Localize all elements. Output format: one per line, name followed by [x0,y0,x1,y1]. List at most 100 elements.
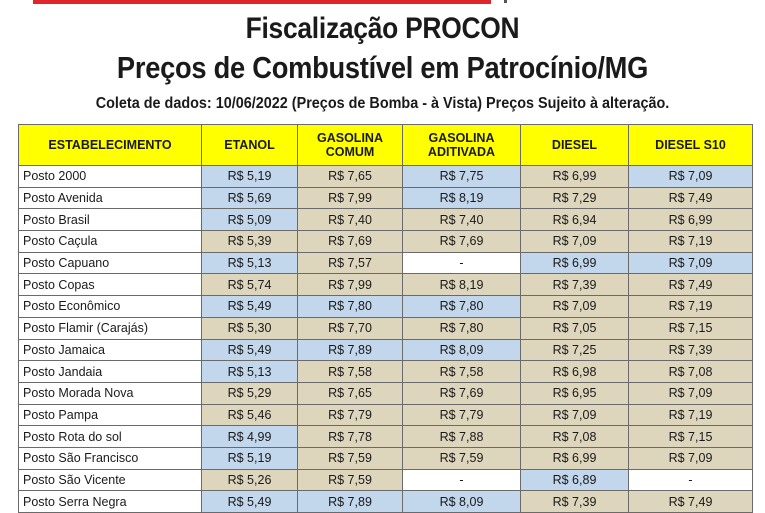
establishment-name: Posto Flamir (Carajás) [18,316,202,340]
top-accent-bar [33,0,491,4]
price-cell-diesel: R$ 7,09 [520,295,629,318]
establishment-name: Posto Serra Negra [18,490,202,513]
table-body: Posto 2000 R$ 5,19 R$ 7,65 R$ 7,75 R$ 6,99 R$… [18,165,753,513]
col-header-gasolina-aditivada-l1: GASOLINA [428,131,495,145]
price-cell-gasolina-aditivada: R$ 7,40 [402,208,521,232]
price-cell-gasolina-comum: R$ 7,89 [297,338,403,362]
establishment-name: Posto São Francisco [18,446,202,470]
price-cell-diesel-s10: R$ 7,19 [628,295,753,318]
price-cell-gasolina-comum: R$ 7,80 [297,295,403,318]
price-cell-etanol: R$ 5,13 [201,360,298,383]
price-cell-gasolina-comum: R$ 7,79 [297,403,403,427]
table-row: Posto 2000 R$ 5,19 R$ 7,65 R$ 7,75 R$ 6,99 R$… [18,165,753,188]
table-row: Posto Copas R$ 5,74 R$ 7,99 R$ 8,19 R$ 7,39 R… [18,273,753,297]
price-cell-diesel-s10: R$ 7,15 [628,425,753,448]
price-cell-diesel-s10: R$ 7,09 [628,446,753,470]
price-cell-gasolina-comum: R$ 7,65 [297,381,403,405]
table-row: Posto Jandaia R$ 5,13 R$ 7,58 R$ 7,58 R$ 6,9… [18,360,753,383]
price-cell-etanol: R$ 5,09 [201,208,298,232]
price-cell-diesel: R$ 7,25 [520,338,629,362]
price-cell-diesel: R$ 7,08 [520,425,629,448]
price-cell-gasolina-comum: R$ 7,65 [297,165,403,188]
price-cell-diesel: R$ 6,98 [520,360,629,383]
price-cell-diesel-s10: R$ 7,09 [628,251,753,275]
price-cell-diesel: R$ 7,09 [520,403,629,427]
price-cell-gasolina-aditivada: - [402,251,521,275]
price-cell-gasolina-aditivada: R$ 8,09 [402,338,521,362]
price-cell-diesel-s10: R$ 7,19 [628,230,753,253]
price-cell-etanol: R$ 5,46 [201,403,298,427]
establishment-name: Posto Caçula [18,230,202,253]
price-cell-gasolina-comum: R$ 7,57 [297,251,403,275]
price-cell-diesel-s10: R$ 7,09 [628,381,753,405]
price-cell-gasolina-comum: R$ 7,99 [297,273,403,297]
price-cell-etanol: R$ 5,13 [201,251,298,275]
col-header-establishment: ESTABELECIMENTO [18,124,202,166]
col-header-gasolina-comum-l1: GASOLINA [317,131,383,145]
price-cell-etanol: R$ 5,74 [201,273,298,297]
price-cell-diesel: R$ 6,94 [520,208,629,232]
table-row: Posto Rota do sol R$ 4,99 R$ 7,78 R$ 7,88 R$… [18,425,753,448]
table-row: Posto Morada Nova R$ 5,29 R$ 7,65 R$ 7,69 R$… [18,381,753,405]
price-cell-diesel-s10: R$ 6,99 [628,208,753,232]
price-cell-etanol: R$ 5,49 [201,338,298,362]
establishment-name: Posto 2000 [18,165,202,188]
col-header-gasolina-aditivada: GASOLINA ADITIVADA [402,124,521,166]
price-cell-gasolina-comum: R$ 7,70 [297,316,403,340]
col-header-diesel: DIESEL [520,124,629,166]
table-row: Posto São Francisco R$ 5,19 R$ 7,59 R$ 7,59… [18,446,753,470]
page-title: Fiscalização PROCON [245,12,520,45]
table-row: Posto Pampa R$ 5,46 R$ 7,79 R$ 7,79 R$ 7,09 R… [18,403,753,427]
price-cell-gasolina-comum: R$ 7,89 [297,490,403,513]
table-row: Posto Econômico R$ 5,49 R$ 7,80 R$ 7,80 R$ 7… [18,295,753,318]
table-header-row: ESTABELECIMENTO ETANOL GASOLINA COMUM GAS… [18,124,753,166]
price-cell-gasolina-aditivada: R$ 7,59 [402,446,521,470]
table-row: Posto Caçula R$ 5,39 R$ 7,69 R$ 7,69 R$ 7,09… [18,230,753,253]
price-cell-gasolina-aditivada: R$ 7,80 [402,295,521,318]
col-header-gasolina-comum: GASOLINA COMUM [297,124,403,166]
col-header-etanol: ETANOL [201,124,298,166]
price-cell-gasolina-aditivada: R$ 7,58 [402,360,521,383]
price-cell-gasolina-comum: R$ 7,69 [297,230,403,253]
price-cell-diesel-s10: R$ 7,49 [628,490,753,513]
price-cell-etanol: R$ 5,49 [201,295,298,318]
price-cell-etanol: R$ 5,26 [201,468,298,492]
establishment-name: Posto Jamaica [18,338,202,362]
price-cell-gasolina-aditivada: R$ 7,69 [402,230,521,253]
price-cell-etanol: R$ 5,29 [201,381,298,405]
price-cell-diesel-s10: R$ 7,39 [628,338,753,362]
establishment-name: Posto Rota do sol [18,425,202,448]
price-cell-etanol: R$ 5,39 [201,230,298,253]
price-cell-gasolina-aditivada: R$ 8,09 [402,490,521,513]
col-header-gasolina-comum-l2: COMUM [325,145,375,159]
table-row: Posto Capuano R$ 5,13 R$ 7,57- R$ 6,99 R$ 7,… [18,251,753,275]
price-cell-gasolina-aditivada: R$ 7,69 [402,381,521,405]
price-cell-etanol: R$ 5,30 [201,316,298,340]
price-cell-gasolina-aditivada: R$ 7,80 [402,316,521,340]
table-row: Posto Avenida R$ 5,69 R$ 7,99 R$ 8,19 R$ 7,2… [18,186,753,210]
price-cell-gasolina-comum: R$ 7,59 [297,446,403,470]
col-header-diesel-s10: DIESEL S10 [628,124,753,166]
price-cell-diesel: R$ 6,99 [520,446,629,470]
price-cell-diesel: R$ 6,99 [520,251,629,275]
price-cell-diesel-s10: R$ 7,09 [628,165,753,188]
establishment-name: Posto Copas [18,273,202,297]
establishment-name: Posto Morada Nova [18,381,202,405]
price-cell-gasolina-aditivada: R$ 7,79 [402,403,521,427]
price-cell-diesel: R$ 7,39 [520,273,629,297]
price-cell-diesel: R$ 6,95 [520,381,629,405]
price-cell-gasolina-comum: R$ 7,78 [297,425,403,448]
price-cell-diesel: R$ 7,29 [520,186,629,210]
price-cell-etanol: R$ 5,49 [201,490,298,513]
price-cell-diesel-s10: R$ 7,15 [628,316,753,340]
price-cell-etanol: R$ 5,69 [201,186,298,210]
price-cell-diesel: R$ 7,09 [520,230,629,253]
price-cell-diesel: R$ 7,39 [520,490,629,513]
establishment-name: Posto Capuano [18,251,202,275]
table-row: Posto Flamir (Carajás) R$ 5,30 R$ 7,70 R$ 7… [18,316,753,340]
establishment-name: Posto Avenida [18,186,202,210]
price-cell-gasolina-comum: R$ 7,40 [297,208,403,232]
price-cell-diesel: R$ 6,99 [520,165,629,188]
table-row: Posto São Vicente R$ 5,26 R$ 7,59- R$ 6,89- [18,468,753,492]
price-cell-gasolina-comum: R$ 7,59 [297,468,403,492]
